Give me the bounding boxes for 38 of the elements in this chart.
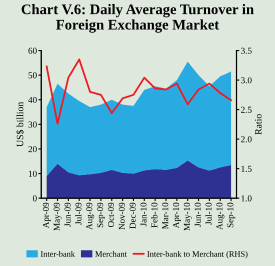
x-tick-label: Aug-09 xyxy=(86,202,94,230)
y2-tick-label: 2.5 xyxy=(241,106,252,113)
y2-tick-label: 1.0 xyxy=(241,195,252,202)
y-tick-label: 50 xyxy=(28,72,37,78)
y-tick-label: 20 xyxy=(28,146,37,152)
y-axis-title: US$ billion xyxy=(16,102,24,147)
chart-title: Chart V.6: Daily Average Turnover in Foreign Exchange Market xyxy=(22,4,254,33)
y-tick-label: 40 xyxy=(28,96,37,103)
legend-label: Inter-bank to Merchant (RHS) xyxy=(147,250,248,258)
y2-tick-label: 2.0 xyxy=(241,136,252,142)
x-tick-label: Mar-10 xyxy=(162,202,168,229)
y2-tick-label: 1.5 xyxy=(241,166,252,172)
y2-tick-label: 3.5 xyxy=(241,48,252,54)
x-tick-label: Feb-10 xyxy=(151,202,158,228)
x-tick-label: Jul-10 xyxy=(205,202,212,225)
x-tick-label: Nov-09 xyxy=(118,202,125,230)
x-tick-label: Dec-09 xyxy=(130,202,136,229)
y-tick-label: 10 xyxy=(28,170,37,177)
y-tick-label: 60 xyxy=(28,48,37,54)
y2-axis-title: Ratio xyxy=(255,114,262,135)
x-tick-label: Jan-10 xyxy=(140,202,147,226)
x-tick-label: May-10 xyxy=(184,202,192,231)
x-tick-label: Sep-09 xyxy=(97,202,106,228)
y2-tick-label: 3.0 xyxy=(241,77,252,84)
x-tick-label: Jun-09 xyxy=(64,202,71,227)
x-tick-label: Apr-09 xyxy=(42,202,51,228)
y-tick-label: 0 xyxy=(32,195,37,202)
line-series xyxy=(46,58,232,125)
x-tick-label: Jun-10 xyxy=(194,202,201,227)
y-tick-label: 30 xyxy=(28,121,37,128)
legend-label: Inter-bank xyxy=(40,250,75,257)
legend-label: Merchant xyxy=(95,250,127,257)
x-tick-label: Oct-09 xyxy=(108,202,114,228)
x-tick-label: May-09 xyxy=(54,202,62,231)
x-tick-label: Sep-10 xyxy=(227,202,236,228)
x-tick-label: Jul-09 xyxy=(75,202,82,225)
x-tick-label: Aug-10 xyxy=(216,202,224,230)
x-tick-label: Apr-10 xyxy=(173,202,181,228)
